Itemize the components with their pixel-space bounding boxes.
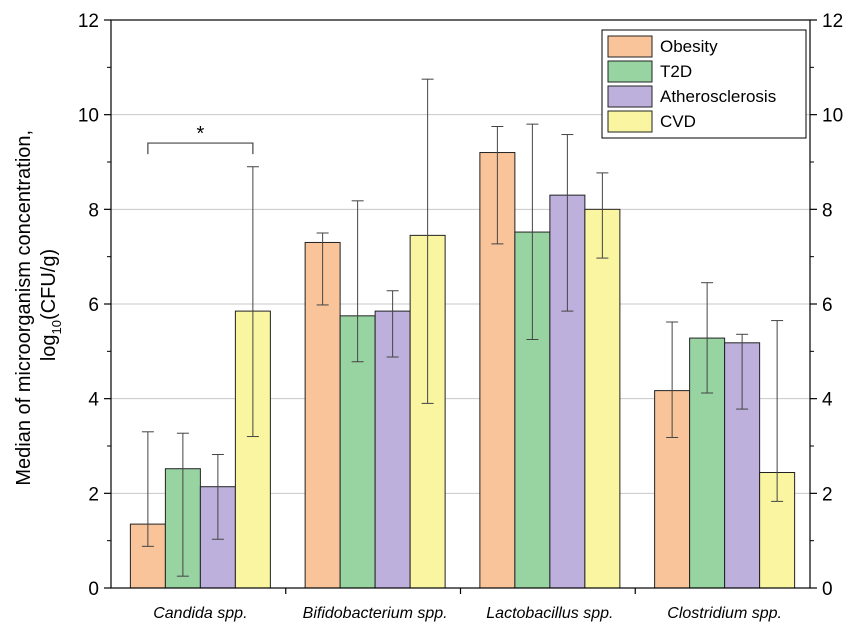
y-tick-label-right: 10 [822,106,843,127]
x-category-label: Bifidobacterium spp. [303,605,448,622]
legend: Obesity T2D Atherosclerosis CVD [601,29,807,139]
y-axis-title-line2-subscript: 10 [49,320,64,334]
bar-cvd [584,208,621,589]
y-tick-label-left: 2 [88,484,99,505]
significance-label: * [196,123,204,145]
y-tick-label-left: 12 [78,11,99,32]
ticks: 0 0 2 2 4 4 6 6 8 8 10 10 12 12 Candida spp. Bifidobact… [78,11,843,622]
legend-swatch [607,60,653,83]
legend-label: CVD [660,112,696,131]
error-bars [141,78,784,577]
legend-label: Atherosclerosis [660,87,776,106]
y-axis-title-line2-suffix: (CFU/g) [38,249,60,320]
y-tick-label-right: 0 [822,579,833,600]
y-tick-label-left: 8 [88,200,99,221]
y-axis-title-line1: Median of microorganism concentration, [13,130,35,486]
y-tick-label-right: 4 [822,390,833,411]
y-tick-label-right: 12 [822,11,843,32]
y-tick-label-right: 2 [822,484,833,505]
bars [129,152,796,589]
legend-swatch [607,110,653,133]
x-category-label: Clostridium spp. [667,605,782,622]
y-tick-label-left: 0 [88,579,99,600]
y-axis-title-line2-prefix: log [38,334,60,361]
y-tick-label-left: 6 [88,295,99,316]
x-category-label: Lactobacillus spp. [486,605,613,622]
x-category-label: Candida spp. [153,605,247,622]
y-tick-label-right: 6 [822,295,833,316]
y-axis-title: Median of microorganism concentration, l… [13,124,64,485]
legend-swatch [607,85,653,108]
significance-annotations: * [147,123,254,155]
y-tick-label-left: 4 [88,390,99,411]
significance-bracket [147,142,254,155]
legend-swatch [607,35,653,58]
y-tick-label-right: 8 [822,200,833,221]
y-tick-label-left: 10 [78,106,99,127]
legend-label: Obesity [660,37,718,56]
legend-label: T2D [660,62,692,81]
